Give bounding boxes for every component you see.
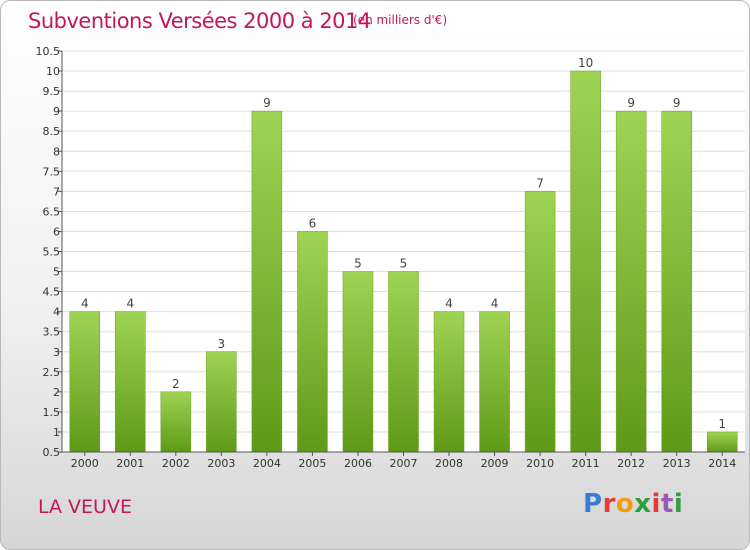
bar-2009 xyxy=(479,311,510,453)
labels-group: 4 4 2 3 9 6 5 5 4 4 7 10 9 9 1 xyxy=(81,56,726,431)
y-tick-label: 2.5 xyxy=(43,366,61,379)
value-label-2006: 5 xyxy=(354,257,362,271)
bar-2014 xyxy=(706,431,738,453)
proxiti-logo: Proxiti xyxy=(583,489,683,519)
x-tick-label-2003: 2003 xyxy=(207,457,235,470)
value-label-2003: 3 xyxy=(218,337,226,351)
bars-group xyxy=(69,70,738,453)
x-tick-label-2011: 2011 xyxy=(572,457,600,470)
y-tick-label: 1.5 xyxy=(43,406,61,419)
y-tick-label: 0.5 xyxy=(43,446,61,459)
y-tick-label: 4 xyxy=(53,306,60,319)
x-tick-label-2002: 2002 xyxy=(162,457,190,470)
value-label-2008: 4 xyxy=(445,297,453,311)
logo-letter: i xyxy=(651,489,661,519)
x-tick-label-2009: 2009 xyxy=(481,457,509,470)
bar-2005 xyxy=(297,231,328,453)
value-label-2009: 4 xyxy=(491,297,499,311)
x-tick-label-2008: 2008 xyxy=(435,457,463,470)
y-tick-label: 9 xyxy=(53,105,60,118)
axes-group: 0.5 1 1.5 2 2.5 3 3.5 4 4.5 5 5.5 6 6.5 7 7.5 8 8.5 9 9.5 1… xyxy=(36,45,745,470)
logo-letter: i xyxy=(673,489,684,519)
value-label-2013: 9 xyxy=(673,96,681,110)
x-tick-label-2006: 2006 xyxy=(344,457,372,470)
y-tick-label: 8.5 xyxy=(43,125,61,138)
x-tick-label-2001: 2001 xyxy=(116,457,144,470)
y-tick-label: 8 xyxy=(53,145,60,158)
x-tick-label-2014: 2014 xyxy=(708,457,736,470)
y-tick-label: 3 xyxy=(53,346,60,359)
value-label-2005: 6 xyxy=(309,216,317,230)
bar-2004 xyxy=(251,110,283,453)
y-tick-label: 7 xyxy=(53,185,60,198)
y-tick-label: 6.5 xyxy=(43,205,61,218)
bar-2003 xyxy=(206,351,237,453)
y-tick-label: 2 xyxy=(53,386,60,399)
value-label-2007: 5 xyxy=(400,257,408,271)
commune-name: LA VEUVE xyxy=(38,496,132,518)
chart-subtitle: (en milliers d'€) xyxy=(353,13,448,27)
bar-2007 xyxy=(388,271,419,453)
value-label-2001: 4 xyxy=(126,297,134,311)
value-label-2010: 7 xyxy=(536,176,544,190)
value-label-2012: 9 xyxy=(627,96,635,110)
bar-2010 xyxy=(524,191,556,453)
value-label-2011: 10 xyxy=(578,56,593,70)
value-label-2014: 1 xyxy=(718,417,726,431)
logo-letter: P xyxy=(583,489,603,519)
x-tick-label-2005: 2005 xyxy=(298,457,326,470)
y-tick-label: 6 xyxy=(53,225,60,238)
bar-2008 xyxy=(433,311,465,453)
x-tick-label-2012: 2012 xyxy=(617,457,645,470)
logo-letter: o xyxy=(615,489,635,519)
y-tick-label: 10.5 xyxy=(36,45,61,58)
value-label-2000: 4 xyxy=(81,297,89,311)
y-tick-label: 5 xyxy=(53,266,60,279)
x-tick-label-2000: 2000 xyxy=(71,457,99,470)
logo-letter: t xyxy=(660,489,674,519)
bar-2001 xyxy=(115,311,146,453)
y-tick-label: 7.5 xyxy=(43,165,61,178)
bar-2011 xyxy=(570,70,601,453)
y-tick-label: 4.5 xyxy=(43,286,61,299)
y-tick-label: 10 xyxy=(46,65,60,78)
y-tick-label: 1 xyxy=(53,426,60,439)
logo-letter: x xyxy=(634,489,652,519)
bar-2013 xyxy=(661,110,692,453)
y-tick-label: 3.5 xyxy=(43,326,61,339)
bar-2006 xyxy=(342,271,374,453)
bar-2002 xyxy=(160,391,192,453)
value-label-2004: 9 xyxy=(263,96,271,110)
bar-2012 xyxy=(615,110,647,453)
bar-2000 xyxy=(69,311,101,453)
x-tick-label-2010: 2010 xyxy=(526,457,554,470)
y-tick-label: 5.5 xyxy=(43,246,61,259)
x-tick-label-2004: 2004 xyxy=(253,457,281,470)
y-tick-label: 9.5 xyxy=(43,85,61,98)
chart-title: Subventions Versées 2000 à 2014 xyxy=(28,9,371,33)
logo-letter: r xyxy=(602,489,616,519)
x-tick-label-2007: 2007 xyxy=(390,457,418,470)
x-tick-label-2013: 2013 xyxy=(663,457,691,470)
value-label-2002: 2 xyxy=(172,377,180,391)
